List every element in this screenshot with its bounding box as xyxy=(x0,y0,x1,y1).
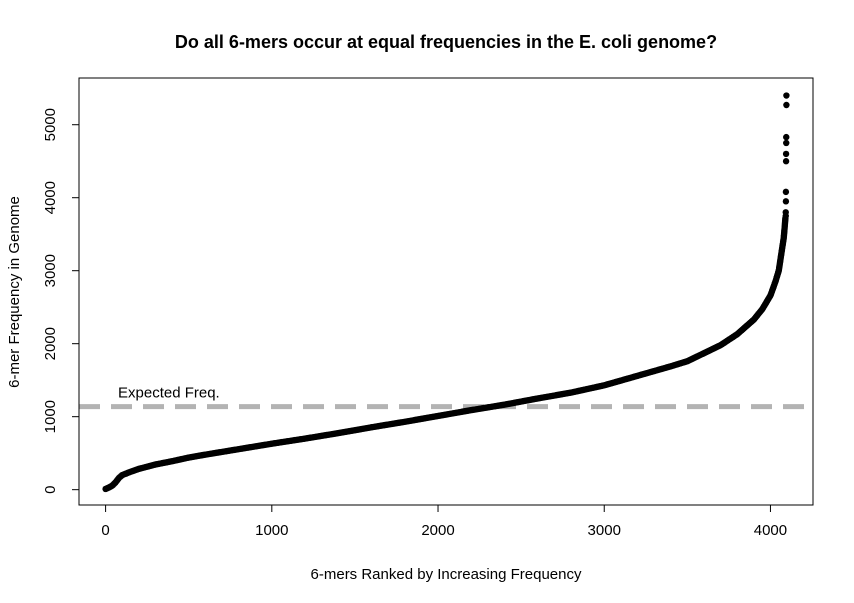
y-axis-label: 6-mer Frequency in Genome xyxy=(6,196,23,388)
y-tick-label: 4000 xyxy=(42,181,59,214)
y-tick-label: 5000 xyxy=(42,108,59,141)
outlier-point xyxy=(783,101,790,109)
x-tick-label: 3000 xyxy=(588,522,621,539)
outlier-point xyxy=(783,133,790,141)
chart-title: Do all 6-mers occur at equal frequencies… xyxy=(175,32,717,52)
x-tick-label: 1000 xyxy=(255,522,288,539)
plot-frame xyxy=(78,77,814,506)
outlier-point xyxy=(782,209,789,216)
y-axis: 0 1000 2000 3000 4000 5000 xyxy=(42,108,80,494)
y-tick-label: 0 xyxy=(42,485,59,493)
outlier-point xyxy=(782,198,790,205)
x-tick-label: 4000 xyxy=(754,522,787,539)
reference-line-group: Expected Freq. xyxy=(79,385,813,410)
x-axis-label: 6-mers Ranked by Increasing Frequency xyxy=(311,566,582,583)
x-tick-label: 2000 xyxy=(421,522,454,539)
x-tick-label: 0 xyxy=(101,522,109,539)
outlier-point xyxy=(782,188,790,196)
data-points xyxy=(102,92,790,493)
outlier-point xyxy=(783,92,790,99)
outlier-point xyxy=(783,139,790,147)
outlier-point xyxy=(782,150,790,158)
y-tick-label: 2000 xyxy=(42,327,59,360)
x-axis: 0 1000 2000 3000 4000 xyxy=(101,504,787,539)
expected-frequency-label: Expected Freq. xyxy=(118,385,220,402)
outlier-point xyxy=(782,158,790,165)
y-tick-label: 1000 xyxy=(42,400,59,433)
y-tick-label: 3000 xyxy=(42,254,59,287)
